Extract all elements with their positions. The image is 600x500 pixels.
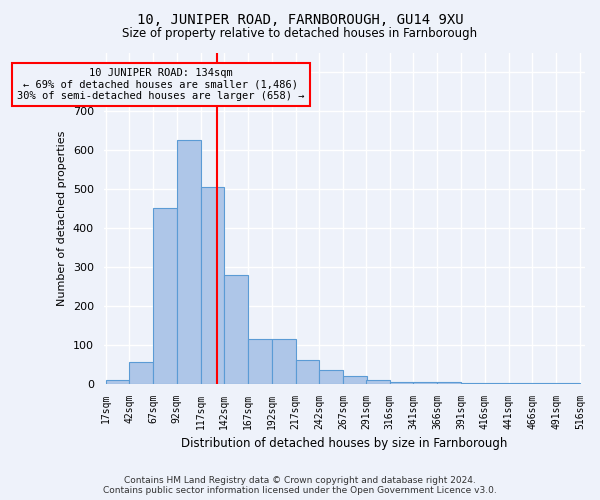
Text: 10, JUNIPER ROAD, FARNBOROUGH, GU14 9XU: 10, JUNIPER ROAD, FARNBOROUGH, GU14 9XU (137, 12, 463, 26)
Bar (532, 383, 556, 384)
Bar (129, 362, 153, 384)
Bar (319, 370, 343, 384)
Bar (296, 360, 319, 384)
Bar (556, 383, 580, 384)
Text: Size of property relative to detached houses in Farnborough: Size of property relative to detached ho… (122, 28, 478, 40)
Bar (224, 274, 248, 384)
X-axis label: Distribution of detached houses by size in Farnborough: Distribution of detached houses by size … (181, 437, 507, 450)
Text: Contains HM Land Registry data © Crown copyright and database right 2024.
Contai: Contains HM Land Registry data © Crown c… (103, 476, 497, 495)
Bar (461, 382, 485, 384)
Bar (437, 382, 461, 384)
Bar (200, 187, 224, 384)
Bar (413, 382, 437, 384)
Y-axis label: Number of detached properties: Number of detached properties (57, 130, 67, 306)
Bar (390, 382, 413, 384)
Text: 10 JUNIPER ROAD: 134sqm
← 69% of detached houses are smaller (1,486)
30% of semi: 10 JUNIPER ROAD: 134sqm ← 69% of detache… (17, 68, 304, 101)
Bar (153, 208, 177, 384)
Bar (177, 140, 200, 384)
Bar (272, 339, 296, 384)
Bar (485, 383, 509, 384)
Bar (248, 339, 272, 384)
Bar (366, 380, 390, 384)
Bar (509, 383, 532, 384)
Bar (343, 376, 367, 384)
Bar (106, 380, 129, 384)
